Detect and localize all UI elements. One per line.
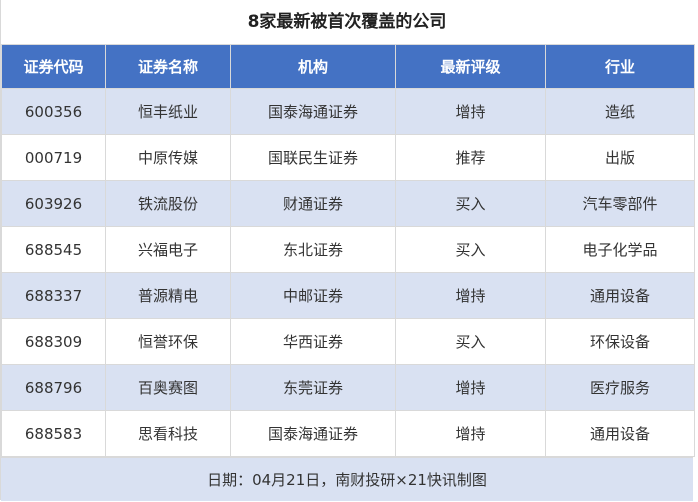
cell-rating: 推荐 — [395, 134, 546, 181]
cell-industry: 出版 — [545, 134, 695, 181]
cell-code: 688796 — [1, 364, 106, 411]
cell-code: 600356 — [1, 88, 106, 135]
cell-code: 688309 — [1, 318, 106, 365]
cell-rating: 买入 — [395, 226, 546, 273]
cell-name: 恒丰纸业 — [105, 88, 231, 135]
column-header-institution: 机构 — [230, 44, 396, 89]
table-title: 8家最新被首次覆盖的公司 — [247, 12, 447, 32]
cell-name: 中原传媒 — [105, 134, 231, 181]
cell-rating: 增持 — [395, 272, 546, 319]
cell-industry: 环保设备 — [545, 318, 695, 365]
cell-name: 兴福电子 — [105, 226, 231, 273]
cell-industry: 造纸 — [545, 88, 695, 135]
cell-institution: 中邮证券 — [230, 272, 396, 319]
cell-industry: 通用设备 — [545, 410, 695, 457]
table-row: 688796 百奥赛图 东莞证券 增持 医疗服务 — [1, 364, 695, 411]
cell-institution: 国泰海通证券 — [230, 410, 396, 457]
cell-rating: 增持 — [395, 364, 546, 411]
table-row: 000719 中原传媒 国联民生证券 推荐 出版 — [1, 134, 695, 181]
table-row: 688337 普源精电 中邮证券 增持 通用设备 — [1, 272, 695, 319]
cell-institution: 国泰海通证券 — [230, 88, 396, 135]
source-footer: 日期：04月21日，南财投研×21快讯制图 — [1, 457, 693, 501]
cell-name: 普源精电 — [105, 272, 231, 319]
cell-name: 百奥赛图 — [105, 364, 231, 411]
table-row: 688583 思看科技 国泰海通证券 增持 通用设备 — [1, 410, 695, 457]
covered-companies-table: 证券代码 证券名称 机构 最新评级 行业 600356 恒丰纸业 国泰海通证券 增持 造纸 000… — [1, 44, 695, 457]
cell-industry: 汽车零部件 — [545, 180, 695, 227]
cell-rating: 买入 — [395, 180, 546, 227]
cell-rating: 增持 — [395, 410, 546, 457]
cell-institution: 东莞证券 — [230, 364, 396, 411]
cell-code: 000719 — [1, 134, 106, 181]
table-row: 600356 恒丰纸业 国泰海通证券 增持 造纸 — [1, 88, 695, 135]
cell-code: 688545 — [1, 226, 106, 273]
cell-rating: 买入 — [395, 318, 546, 365]
column-header-code: 证券代码 — [1, 44, 106, 89]
column-header-rating: 最新评级 — [395, 44, 546, 89]
cell-code: 688583 — [1, 410, 106, 457]
cell-institution: 东北证券 — [230, 226, 396, 273]
cell-code: 603926 — [1, 180, 106, 227]
cell-institution: 华西证券 — [230, 318, 396, 365]
header-row: 证券代码 证券名称 机构 最新评级 行业 — [1, 44, 695, 89]
table-row: 688545 兴福电子 东北证券 买入 电子化学品 — [1, 226, 695, 273]
cell-industry: 医疗服务 — [545, 364, 695, 411]
cell-institution: 国联民生证券 — [230, 134, 396, 181]
column-header-industry: 行业 — [545, 44, 695, 89]
cell-industry: 电子化学品 — [545, 226, 695, 273]
cell-name: 恒誉环保 — [105, 318, 231, 365]
cell-name: 铁流股份 — [105, 180, 231, 227]
table-row: 688309 恒誉环保 华西证券 买入 环保设备 — [1, 318, 695, 365]
cell-industry: 通用设备 — [545, 272, 695, 319]
table-row: 603926 铁流股份 财通证券 买入 汽车零部件 — [1, 180, 695, 227]
cell-code: 688337 — [1, 272, 106, 319]
cell-name: 思看科技 — [105, 410, 231, 457]
cell-rating: 增持 — [395, 88, 546, 135]
column-header-name: 证券名称 — [105, 44, 231, 89]
cell-institution: 财通证券 — [230, 180, 396, 227]
